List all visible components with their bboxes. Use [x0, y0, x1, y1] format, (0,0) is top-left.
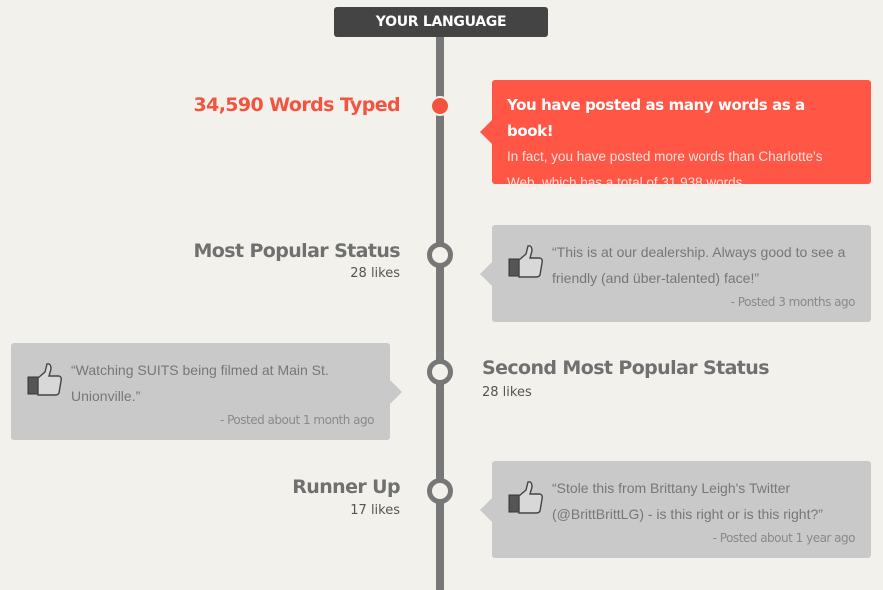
- status-likes: 28 likes: [350, 266, 400, 281]
- section-header: YOUR LANGUAGE: [334, 7, 548, 37]
- status-likes: 17 likes: [350, 503, 400, 518]
- words-card-body: In fact, you have posted more words than…: [507, 149, 823, 190]
- status-label: Runner Up: [292, 476, 400, 498]
- timeline-dot-status-1: [427, 242, 453, 268]
- words-card: You have posted as many words as a book!…: [480, 80, 871, 190]
- status-label: Most Popular Status: [193, 240, 401, 262]
- timeline-dot-status-3: [427, 478, 453, 504]
- status-label: Second Most Popular Status: [482, 357, 770, 379]
- timeline-line: [436, 30, 444, 590]
- words-card-title: You have posted as many words as a book!: [507, 96, 805, 140]
- thumbs-up-icon: [508, 245, 543, 278]
- status-quote: “Stole this from Brittany Leigh's Twitte…: [552, 480, 823, 522]
- status-posted: - Posted about 1 month ago: [219, 413, 375, 427]
- status-quote: “This is at our dealership. Always good …: [552, 244, 846, 286]
- thumbs-up-icon: [508, 481, 543, 514]
- status-card: “Stole this from Brittany Leigh's Twitte…: [480, 461, 871, 558]
- timeline-dot-words: [430, 96, 450, 116]
- words-typed-label: 34,590 Words Typed: [193, 94, 400, 116]
- thumbs-up-icon: [27, 363, 62, 396]
- status-likes: 28 likes: [482, 385, 532, 400]
- status-posted: - Posted 3 months ago: [730, 295, 856, 309]
- status-card: “Watching SUITS being filmed at Main St.…: [11, 343, 402, 440]
- status-posted: - Posted about 1 year ago: [712, 531, 856, 545]
- status-quote: “Watching SUITS being filmed at Main St.…: [71, 362, 329, 404]
- status-card: “This is at our dealership. Always good …: [480, 225, 871, 322]
- timeline-dot-status-2: [427, 359, 453, 385]
